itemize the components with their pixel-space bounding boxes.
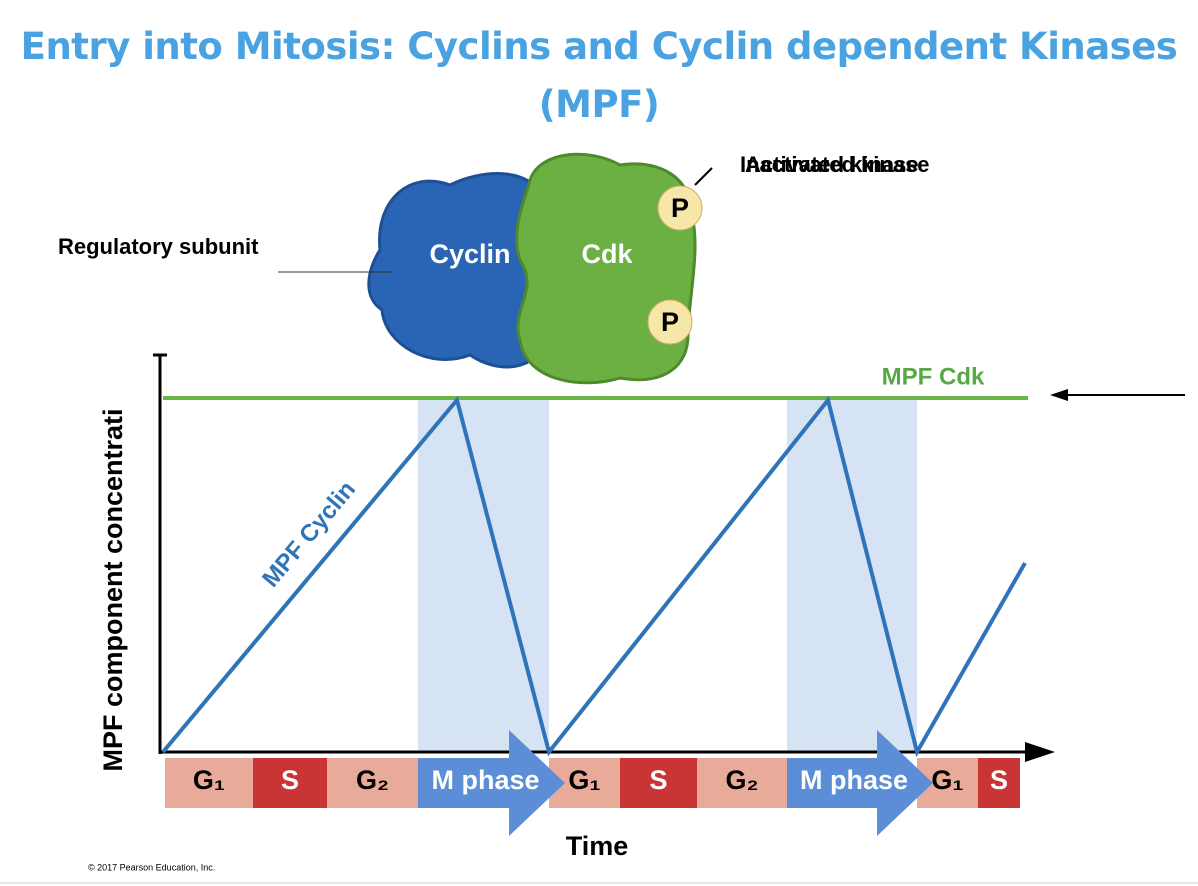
phase-box: [327, 758, 418, 808]
m-phase-arrow: [418, 730, 565, 836]
phase-box: [620, 758, 697, 808]
x-axis-arrow: [1025, 742, 1055, 762]
label: MPF Cdk: [882, 363, 985, 390]
label: P: [661, 307, 679, 337]
phosphate: [647, 299, 693, 345]
phase-box: [253, 758, 327, 808]
label: P: [671, 193, 689, 223]
label: Cdk: [581, 239, 633, 269]
phase-label: M phase: [431, 765, 539, 795]
phase-label: G₂: [726, 765, 759, 795]
phase-label: G₁: [193, 765, 225, 795]
phase-bar: G₁ S G₂ M phase G₁ S G₂ M phase G₁ S: [165, 730, 1020, 836]
slide-title: Entry into Mitosis: Cyclins and Cyclin d…: [20, 25, 1178, 126]
phase-label: G₁: [931, 765, 963, 795]
pointer-arrow-head: [1050, 389, 1068, 401]
label: Cyclin: [429, 239, 510, 269]
phosphate: [657, 185, 703, 231]
leader-line: [694, 167, 713, 186]
axis-title: MPF component concentrati: [98, 408, 128, 771]
phase-label: G₂: [356, 765, 389, 795]
axis-title: Time: [566, 831, 629, 861]
cyclin-line: [161, 395, 1027, 758]
phase-label: S: [649, 765, 667, 795]
m-phase-arrow: [787, 730, 933, 836]
m-phase-band: [418, 398, 549, 752]
label: Regulatory subunit: [58, 234, 259, 259]
phase-label: G₁: [568, 765, 600, 795]
phase-label: M phase: [800, 765, 908, 795]
phase-label: S: [281, 765, 299, 795]
copyright: © 2017 Pearson Education, Inc.: [88, 862, 215, 872]
label: Activated kinase: [745, 152, 919, 177]
phase-label: S: [990, 765, 1008, 795]
m-phase-band: [787, 398, 917, 752]
phase-box: [165, 758, 253, 808]
label: Inactivated kinase: [740, 152, 930, 177]
phase-box: [978, 758, 1020, 808]
phase-box: [697, 758, 787, 808]
